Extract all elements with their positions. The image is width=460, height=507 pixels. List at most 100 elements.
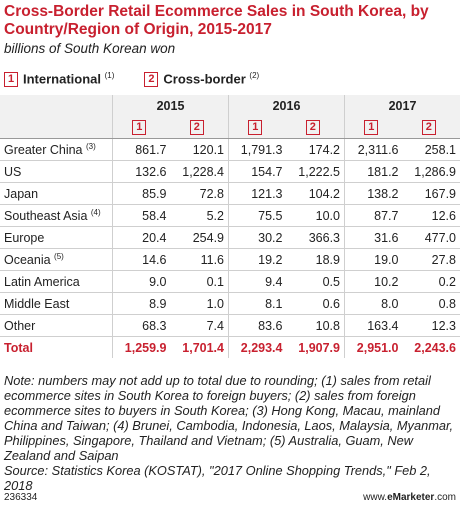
value-cell: 75.5: [228, 204, 287, 227]
row-label: Latin America: [4, 274, 80, 289]
table-row: Europe 20.4 254.9 30.2 366.3 31.6 477.0: [0, 226, 460, 249]
row-label: Total: [4, 340, 33, 355]
value-cell: 2,311.6: [344, 138, 403, 161]
source-text: Source: Statistics Korea (KOSTAT), "2017…: [4, 463, 431, 493]
value-cell: 5.2: [170, 204, 229, 227]
value-cell: 20.4: [112, 226, 171, 249]
value-cell: 0.6: [286, 292, 345, 315]
row-note: (3): [86, 141, 96, 151]
row-label-cell: Oceania (5): [0, 248, 113, 271]
value-cell: 1,286.9: [402, 160, 460, 183]
column-marker-cell: 1: [344, 117, 403, 139]
row-label-cell: Southeast Asia (4): [0, 204, 113, 227]
value-cell: 167.9: [402, 182, 460, 205]
value-cell: 83.6: [228, 314, 287, 337]
value-cell: 10.8: [286, 314, 345, 337]
row-label-cell: Latin America: [0, 270, 113, 293]
legend-note: (2): [249, 71, 260, 80]
value-cell: 104.2: [286, 182, 345, 205]
column-marker-cell: 1: [112, 117, 171, 139]
table-row: Japan 85.9 72.8 121.3 104.2 138.2 167.9: [0, 182, 460, 205]
value-cell: 19.2: [228, 248, 287, 271]
row-label: Greater China: [4, 143, 83, 158]
brand-name: eMarketer: [387, 492, 435, 503]
value-cell: 477.0: [402, 226, 460, 249]
value-cell: 68.3: [112, 314, 171, 337]
row-label: Southeast Asia: [4, 209, 88, 224]
value-cell: 8.9: [112, 292, 171, 315]
value-cell: 0.8: [402, 292, 460, 315]
table-row: Other 68.3 7.4 83.6 10.8 163.4 12.3: [0, 314, 460, 337]
value-cell: 163.4: [344, 314, 403, 337]
value-cell: 11.6: [170, 248, 229, 271]
corner-cell: [0, 95, 113, 117]
column-marker: 1: [248, 120, 263, 136]
row-label: Other: [4, 318, 36, 333]
row-label-cell: Other: [0, 314, 113, 337]
row-label-cell: Total: [0, 337, 113, 359]
value-cell: 9.0: [112, 270, 171, 293]
year-header: 2016: [228, 95, 345, 117]
value-cell: 258.1: [402, 138, 460, 161]
row-label: Japan: [4, 186, 39, 201]
corner-cell: [0, 117, 113, 139]
title: Cross-Border Retail Ecommerce Sales in S…: [4, 3, 429, 38]
value-cell: 7.4: [170, 314, 229, 337]
brand: www.eMarketer.com: [363, 492, 456, 503]
row-note: (4): [90, 207, 101, 217]
value-cell: 12.6: [402, 204, 460, 227]
year-header: 2015: [112, 95, 229, 117]
value-cell: 1,228.4: [170, 160, 229, 183]
column-marker-cell: 1: [228, 117, 287, 139]
value-cell: 8.1: [228, 292, 287, 315]
value-cell: 87.7: [344, 204, 403, 227]
value-cell: 1,222.5: [286, 160, 345, 183]
value-cell: 18.9: [286, 248, 345, 271]
row-label: Europe: [4, 230, 45, 245]
value-cell: 132.6: [112, 160, 171, 183]
value-cell: 0.5: [286, 270, 345, 293]
column-marker: 2: [189, 120, 204, 136]
value-cell: 2,243.6: [414, 340, 456, 355]
value-cell: 181.2: [344, 160, 403, 183]
legend-item: 1 International (1): [4, 71, 114, 88]
value-cell: 1,907.9: [298, 340, 340, 355]
column-marker: 2: [305, 120, 320, 136]
value-cell: 85.9: [112, 182, 171, 205]
value-cell: 1,791.3: [228, 138, 287, 161]
value-cell: 1,701.4: [182, 340, 224, 355]
value-cell: 10.2: [344, 270, 403, 293]
value-cell: 58.4: [112, 204, 171, 227]
table-row: Oceania (5) 14.6 11.6 19.2 18.9 19.0 27.8: [0, 248, 460, 271]
column-marker-cell: 2: [402, 117, 460, 139]
brand-suffix: .com: [434, 492, 456, 503]
table-row: Middle East 8.9 1.0 8.1 0.6 8.0 0.8: [0, 292, 460, 315]
legend-marker: 1: [4, 72, 18, 88]
year-row: 2015 2016 2017: [0, 95, 460, 117]
value-cell: 8.0: [344, 292, 403, 315]
value-cell: 12.3: [402, 314, 460, 337]
value-cell: 0.1: [170, 270, 229, 293]
row-label-cell: Japan: [0, 182, 113, 205]
value-cell: 72.8: [170, 182, 229, 205]
row-label-cell: Europe: [0, 226, 113, 249]
value-cell: 254.9: [170, 226, 229, 249]
value-cell: 31.6: [344, 226, 403, 249]
column-marker-cell: 2: [286, 117, 345, 139]
value-cell: 1,259.9: [112, 336, 171, 358]
value-cell: 30.2: [228, 226, 287, 249]
table-row: Southeast Asia (4) 58.4 5.2 75.5 10.0 87.7 12.…: [0, 204, 460, 227]
legend-item: 2 Cross-border (2): [144, 71, 260, 88]
value-cell: 0.2: [402, 270, 460, 293]
note-text: Note: numbers may not add up to total du…: [4, 373, 454, 463]
legend-label: International: [23, 71, 102, 87]
legend-marker: 2: [144, 72, 159, 88]
value-cell: 14.6: [112, 248, 171, 271]
chart-id: 236334: [4, 492, 38, 503]
value-cell: 9.4: [228, 270, 287, 293]
row-label: US: [4, 164, 22, 179]
value-cell: 861.7: [112, 138, 171, 161]
column-marker: 2: [421, 120, 436, 136]
footer: 236334 www.eMarketer.com: [4, 492, 456, 503]
